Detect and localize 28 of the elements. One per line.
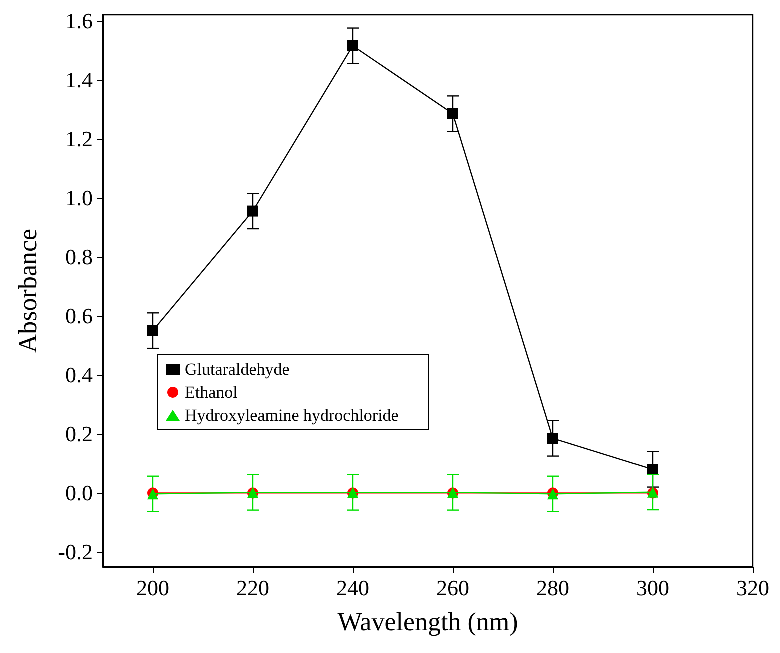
y-tick-label: 0.4 <box>66 362 93 388</box>
y-axis-title: Absorbance <box>14 228 42 354</box>
legend-label: Ethanol <box>185 383 238 402</box>
x-tick-label: 240 <box>336 576 370 600</box>
y-tick-label: -0.2 <box>58 540 93 565</box>
x-tick-label: 260 <box>436 576 470 600</box>
y-tick-label: 0.6 <box>66 304 93 329</box>
point <box>448 108 458 120</box>
legend-label: Hydroxyleamine hydrochloride <box>185 406 399 425</box>
y-tick-label: 1.0 <box>66 186 93 211</box>
x-tick-label: 300 <box>636 576 670 600</box>
x-tick-label: 200 <box>136 576 170 600</box>
point <box>648 464 658 476</box>
point <box>348 40 358 52</box>
x-tick-label: 280 <box>536 576 570 600</box>
x-axis-title: Wavelength (nm) <box>338 608 518 636</box>
point <box>148 325 158 336</box>
y-tick-label: 0.8 <box>66 244 93 270</box>
point <box>548 433 558 444</box>
y-tick-label: 0.2 <box>66 422 93 447</box>
x-tick-label: 220 <box>236 576 270 600</box>
y-tick-label: 1.6 <box>66 8 93 34</box>
y-tick-label: 1.2 <box>66 126 93 152</box>
legend-label: Glutaraldehyde <box>185 360 290 379</box>
x-tick-label: 320 <box>736 576 770 600</box>
y-tick-label: 1.4 <box>66 67 93 92</box>
y-tick-label: 0.0 <box>66 480 93 506</box>
point <box>248 206 258 217</box>
